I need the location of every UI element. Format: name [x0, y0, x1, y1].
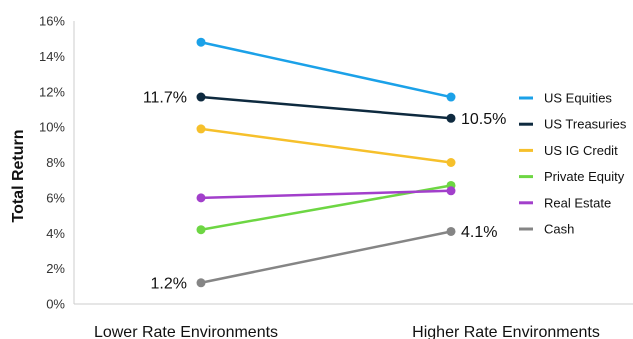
- legend-label: Cash: [544, 222, 574, 237]
- legend-label: US IG Credit: [544, 143, 618, 158]
- data-point-cash: [196, 278, 206, 288]
- series-line-us-equities: [200, 41, 452, 99]
- series-line-us-treasuries: [200, 95, 452, 120]
- y-tick-label: 2%: [46, 261, 65, 276]
- y-tick-label: 12%: [39, 84, 65, 99]
- y-tick-label: 4%: [46, 226, 65, 241]
- y-tick-labels: 0% 2% 4% 6% 8% 10% 12% 14% 16%: [39, 14, 65, 312]
- y-tick-label: 6%: [46, 190, 65, 205]
- data-point-us-treasuries: [196, 92, 206, 102]
- legend-label: US Treasuries: [544, 117, 627, 132]
- data-label: 11.7%: [143, 90, 187, 107]
- x-category-label: Higher Rate Environments: [412, 324, 600, 339]
- legend-label: Real Estate: [544, 195, 611, 210]
- x-category-labels: Lower Rate Environments Higher Rate Envir…: [94, 324, 600, 339]
- data-point-us-equities: [196, 37, 206, 47]
- series-lines: [200, 41, 452, 284]
- data-point-us-equities: [446, 92, 456, 102]
- data-point-us-ig-credit: [446, 158, 456, 167]
- series-line-real-estate: [200, 189, 452, 200]
- y-axis-label: Total Return: [10, 129, 27, 222]
- data-point-us-treasuries: [446, 113, 456, 123]
- axes: [73, 21, 633, 305]
- data-label: 1.2%: [151, 275, 187, 292]
- legend: US Equities US Treasuries US IG Credit Priv…: [519, 91, 627, 237]
- legend-label: US Equities: [544, 91, 612, 106]
- data-point-us-ig-credit: [196, 124, 206, 134]
- y-tick-label: 8%: [46, 155, 65, 170]
- legend-label: Private Equity: [544, 169, 625, 184]
- y-tick-label: 10%: [39, 120, 65, 135]
- data-point-private-equity: [196, 225, 206, 235]
- data-point-real-estate: [196, 193, 206, 203]
- y-tick-label: 14%: [39, 49, 65, 64]
- x-category-label: Lower Rate Environments: [94, 324, 278, 339]
- series-line-cash: [200, 230, 452, 284]
- data-labels: 11.7% 10.5% 1.2% 4.1%: [143, 90, 507, 293]
- series-line-us-ig-credit: [200, 127, 452, 164]
- series-points: [196, 37, 456, 288]
- data-point-real-estate: [446, 186, 456, 196]
- data-label: 4.1%: [461, 224, 497, 241]
- y-tick-label: 16%: [39, 14, 65, 29]
- data-label: 10.5%: [461, 111, 506, 128]
- y-tick-label: 0%: [46, 297, 65, 312]
- data-point-cash: [446, 226, 456, 236]
